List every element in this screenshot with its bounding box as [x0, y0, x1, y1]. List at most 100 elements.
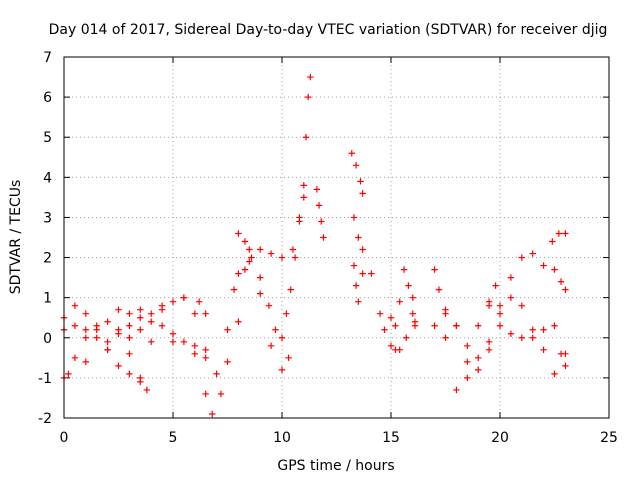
data-point: [518, 302, 525, 309]
data-point: [71, 302, 79, 309]
chart-title: Day 014 of 2017, Sidereal Day-to-day VTE…: [49, 22, 608, 38]
x-tick-label: 5: [169, 430, 178, 446]
data-point: [475, 366, 482, 374]
y-tick-label: 7: [43, 50, 52, 66]
tick-layer: -2 -1 0 1 2 3 4 5 6 7 0 5 10 15 20 25: [38, 50, 618, 446]
series-track-7: [230, 73, 314, 341]
data-point: [368, 270, 375, 277]
data-point: [235, 230, 242, 237]
series-track-8: [313, 186, 327, 241]
data-point: [104, 338, 111, 345]
data-point: [115, 362, 122, 370]
series-track-17: [442, 294, 569, 378]
data-point: [405, 282, 412, 289]
data-point: [313, 186, 321, 193]
data-point: [431, 266, 438, 273]
x-tick-label: 15: [382, 430, 400, 446]
data-point: [126, 310, 133, 317]
data-point: [453, 386, 460, 394]
data-point: [540, 346, 547, 354]
data-point: [82, 334, 89, 341]
data-point: [411, 318, 419, 325]
data-point: [496, 322, 504, 329]
data-point: [235, 318, 242, 325]
data-point: [300, 182, 307, 189]
data-point: [158, 322, 166, 329]
data-point: [82, 358, 89, 366]
data-point: [191, 350, 198, 358]
data-point: [392, 322, 399, 329]
data-point: [202, 346, 209, 354]
series-track-5: [126, 306, 209, 362]
series-track-2: [60, 318, 151, 394]
data-point: [180, 338, 188, 345]
data-point: [224, 358, 231, 366]
grid-layer: [64, 57, 609, 418]
data-point: [396, 346, 403, 354]
data-point: [387, 342, 395, 349]
data-point: [562, 286, 569, 293]
y-tick-label: 1: [43, 291, 52, 307]
data-point: [475, 322, 482, 329]
data-point: [409, 310, 416, 317]
data-point: [126, 334, 133, 341]
data-point: [137, 314, 144, 321]
data-point: [126, 322, 133, 329]
y-axis-label: SDTVAR / TECUs: [8, 180, 24, 295]
data-point: [289, 246, 297, 253]
data-point: [287, 286, 294, 293]
series-track-4: [65, 258, 292, 418]
data-point: [267, 250, 275, 257]
data-point: [518, 254, 525, 261]
data-point: [529, 334, 536, 341]
data-point: [285, 354, 292, 362]
data-point: [348, 150, 355, 157]
data-point: [180, 294, 188, 301]
data-point: [400, 266, 408, 273]
data-point: [359, 246, 366, 253]
data-point: [302, 134, 310, 141]
data-point: [359, 270, 366, 277]
data-point: [143, 386, 151, 394]
data-point: [278, 366, 286, 374]
data-point: [93, 334, 100, 341]
data-point: [318, 218, 325, 225]
y-tick-label: 0: [43, 331, 52, 347]
y-tick-label: 3: [43, 210, 52, 226]
data-point: [246, 258, 253, 265]
data-point: [71, 322, 79, 329]
data-point: [257, 274, 264, 281]
data-point: [230, 286, 238, 293]
data-point: [257, 246, 264, 253]
data-point: [158, 302, 166, 309]
series-track-14: [409, 294, 419, 325]
series-track-16: [431, 250, 569, 394]
data-points: [60, 73, 569, 418]
data-point: [350, 262, 358, 269]
data-point: [549, 238, 556, 245]
data-point: [65, 370, 72, 378]
data-point: [137, 378, 144, 386]
data-point: [148, 310, 155, 317]
data-point: [213, 370, 220, 378]
data-point: [296, 218, 303, 225]
data-point: [224, 326, 231, 333]
data-point: [202, 354, 209, 362]
data-point: [137, 306, 144, 313]
data-point: [557, 278, 565, 285]
data-point: [485, 346, 493, 354]
series-track-13: [387, 314, 410, 354]
data-point: [126, 370, 133, 378]
data-point: [376, 310, 384, 317]
data-point: [464, 342, 471, 349]
data-point: [291, 254, 299, 261]
series-track-18: [485, 282, 499, 305]
data-point: [551, 370, 558, 378]
data-point: [409, 294, 416, 301]
x-tick-label: 20: [491, 430, 509, 446]
data-point: [82, 326, 89, 333]
data-point: [115, 306, 122, 313]
data-point: [93, 322, 100, 329]
data-point: [403, 334, 410, 341]
